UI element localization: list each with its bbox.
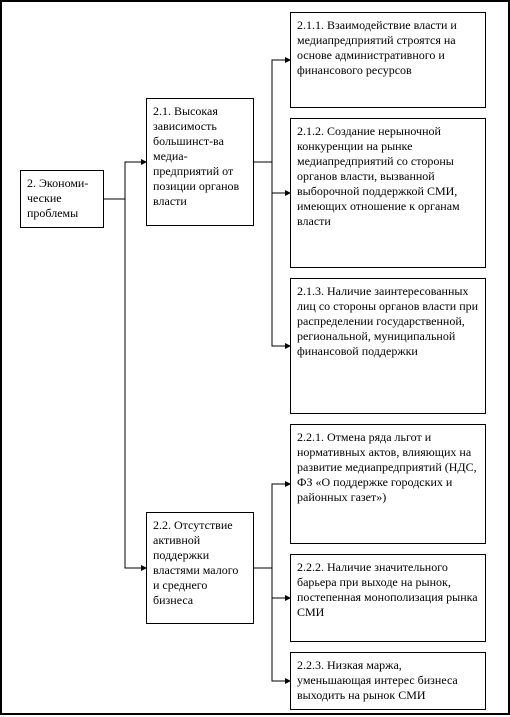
node-2-1-2: 2.1.2. Создание нерыночной конкуренции н…	[290, 118, 486, 268]
node-2-2-2-label: 2.2.2. Наличие значительного барьера при…	[297, 560, 478, 619]
node-2-2-3-label: 2.2.3. Низкая маржа, уменьшающая интерес…	[297, 658, 458, 702]
node-2-2-label: 2.2. Отсутствие активной поддержки власт…	[153, 518, 238, 607]
diagram-canvas: 2. Экономи- ческие проблемы 2.1. Высокая…	[0, 0, 510, 715]
node-2-1-1: 2.1.1. Взаимодействие власти и медиапред…	[290, 12, 486, 108]
node-2-1-1-label: 2.1.1. Взаимодействие власти и медиапред…	[297, 18, 457, 77]
node-2-2-2: 2.2.2. Наличие значительного барьера при…	[290, 554, 486, 642]
node-2-1-3: 2.1.3. Наличие заинтересованных лиц со с…	[290, 278, 486, 414]
node-2-2: 2.2. Отсутствие активной поддержки власт…	[146, 512, 254, 624]
node-2-1-2-label: 2.1.2. Создание нерыночной конкуренции н…	[297, 124, 460, 228]
node-2-2-3: 2.2.3. Низкая маржа, уменьшающая интерес…	[290, 652, 486, 710]
node-2-1-3-label: 2.1.3. Наличие заинтересованных лиц со с…	[297, 284, 478, 358]
node-root-label: 2. Экономи- ческие проблемы	[27, 176, 88, 220]
node-2-2-1: 2.2.1. Отмена ряда льгот и нормативных а…	[290, 424, 486, 544]
node-2-2-1-label: 2.2.1. Отмена ряда льгот и нормативных а…	[297, 430, 477, 504]
node-root: 2. Экономи- ческие проблемы	[20, 170, 104, 228]
node-2-1: 2.1. Высокая зависимость большинст-ва ме…	[146, 98, 254, 226]
node-2-1-label: 2.1. Высокая зависимость большинст-ва ме…	[153, 104, 239, 208]
